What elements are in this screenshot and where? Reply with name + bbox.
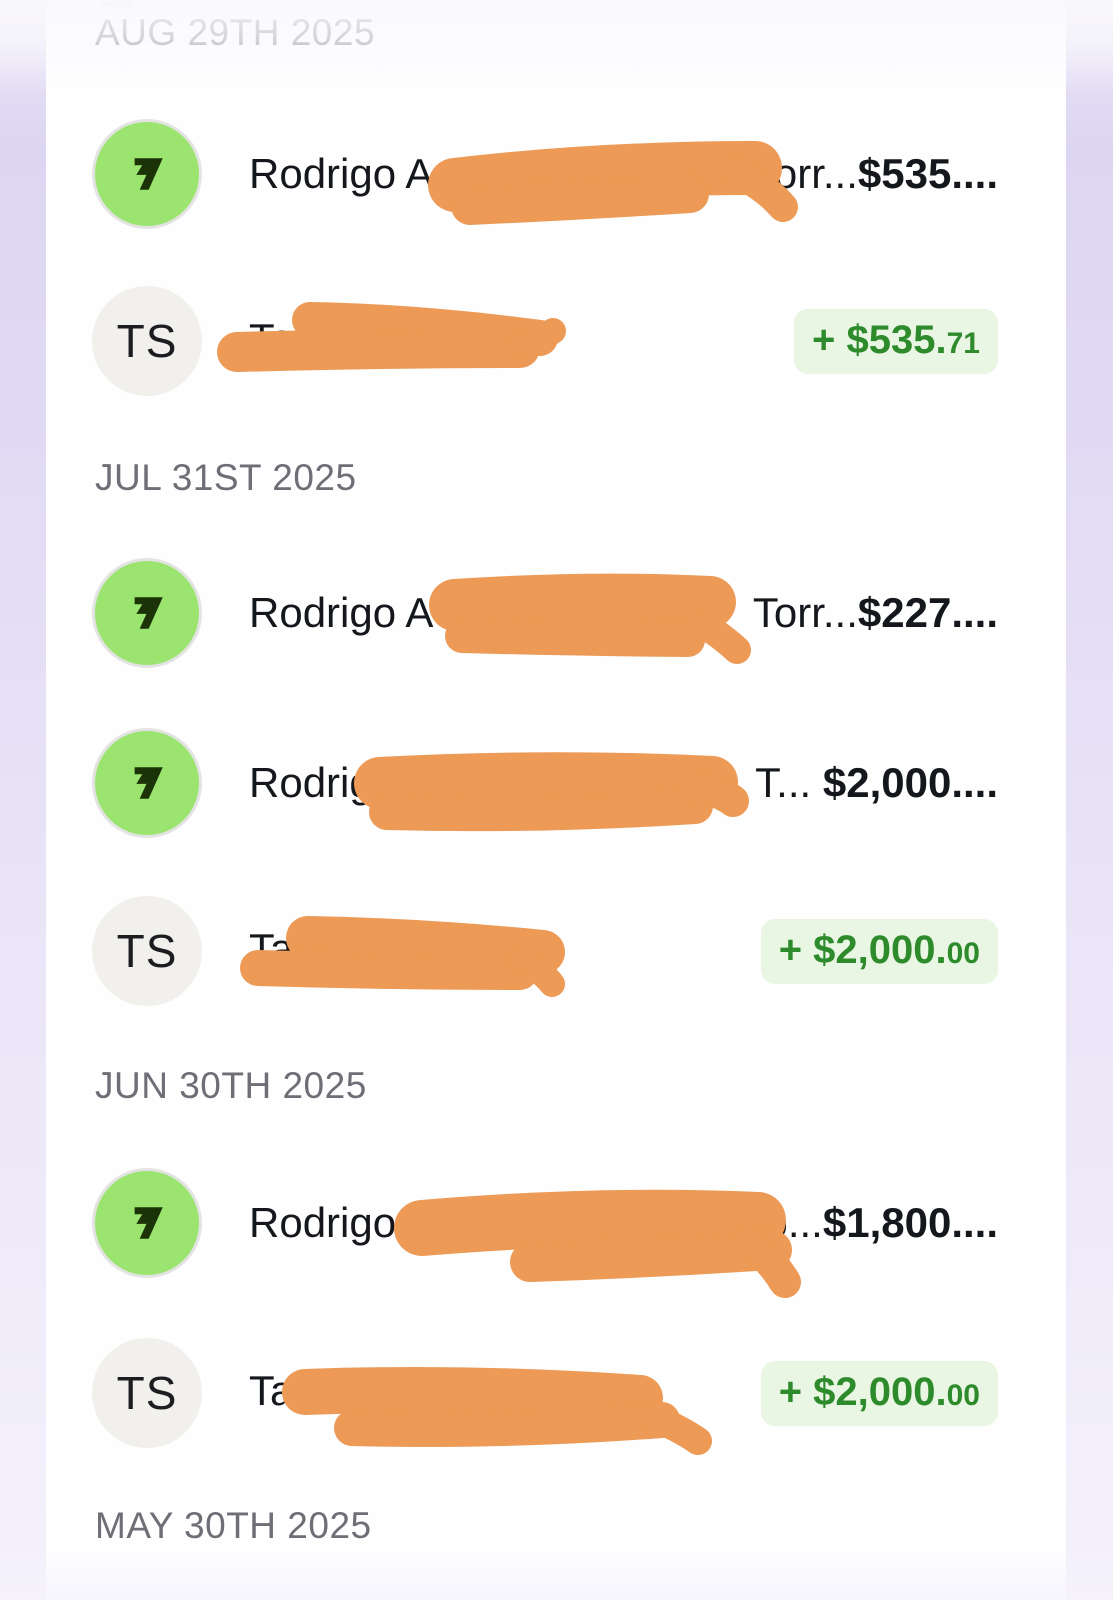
avatar-initials: TS — [116, 1367, 178, 1419]
contact-avatar: TS — [92, 896, 202, 1006]
left-wallpaper-strip — [0, 0, 46, 1600]
avatar-initials: TS — [116, 315, 178, 367]
date-header: JUN 30TH 2025 — [95, 1065, 367, 1106]
transaction-row[interactable]: TS Talent Scout + $2,000.00 — [92, 895, 998, 1007]
wise-logo-icon — [92, 1168, 202, 1278]
date-header: AUG 29TH 2025 — [95, 12, 376, 53]
name-fragment-right: Torr...$227.... — [752, 589, 998, 636]
transaction-row[interactable]: Rodrigo T... $2,000.... — [92, 727, 998, 839]
name-fragment-right: T... $2,000.... — [755, 759, 998, 806]
transaction-title: Rodrigo T... $2,000.... — [249, 759, 998, 807]
wise-logo-icon — [92, 558, 202, 668]
transaction-title: Rodrigo And Torr...$535.... — [249, 150, 998, 198]
contact-name: Talent Scout — [249, 924, 481, 972]
right-wallpaper-strip — [1066, 0, 1113, 1600]
date-header: JUL 31ST 2025 — [95, 457, 357, 498]
avatar-initials: TS — [116, 925, 178, 977]
transaction-title: Talent Scout + $2,000.00 — [249, 1360, 998, 1426]
credit-amount-badge: + $2,000.00 — [760, 1360, 998, 1426]
transaction-title: Rodrigo A To...$1,800.... — [249, 1199, 998, 1247]
transaction-row[interactable]: TS Talent Scout + $535.71 — [92, 285, 998, 397]
amount-preview: $1,800.... — [822, 1199, 998, 1246]
name-fragment-right: To...$1,800.... — [743, 1199, 998, 1246]
name-fragment-left: Rodrigo And — [249, 150, 481, 197]
amount-preview: $2,000.... — [822, 759, 998, 806]
name-fragment-left: Rodrigo A — [249, 589, 434, 636]
contact-avatar: TS — [92, 1338, 202, 1448]
transaction-row[interactable]: Rodrigo A Torr...$227.... — [92, 557, 998, 669]
transaction-title: Talent Scout + $2,000.00 — [249, 918, 998, 984]
contact-name: Talent Scout — [249, 314, 481, 362]
transaction-row[interactable]: Rodrigo A To...$1,800.... — [92, 1167, 998, 1279]
contact-avatar: TS — [92, 286, 202, 396]
credit-amount-badge: + $535.71 — [794, 308, 998, 374]
amount-preview: $535.... — [857, 150, 998, 197]
transaction-title: Talent Scout + $535.71 — [249, 308, 998, 374]
transaction-row[interactable]: TS Talent Scout + $2,000.00 — [92, 1337, 998, 1449]
wise-logo-icon — [92, 119, 202, 229]
transaction-title: Rodrigo A Torr...$227.... — [249, 589, 998, 637]
date-header: MAY 30TH 2025 — [95, 1505, 372, 1546]
contact-name: Talent Scout — [249, 1366, 481, 1414]
name-fragment-left: Rodrigo A — [249, 1199, 434, 1246]
name-fragment-left: Rodrigo — [249, 759, 397, 806]
credit-amount-badge: + $2,000.00 — [760, 918, 998, 984]
wise-logo-icon — [92, 728, 202, 838]
transaction-row[interactable]: Rodrigo And Torr...$535.... — [92, 118, 998, 230]
amount-preview: $227.... — [857, 589, 998, 636]
scrolled-off-element — [101, 0, 133, 7]
name-fragment-right: Torr...$535.... — [752, 150, 998, 197]
bottom-fade-overlay — [0, 1548, 1113, 1600]
